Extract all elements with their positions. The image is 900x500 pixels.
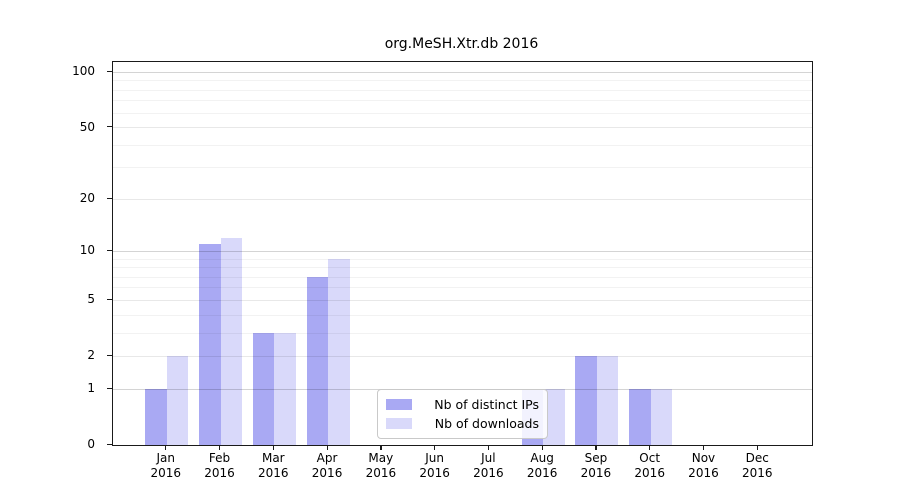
- x-axis-tick: [380, 445, 382, 450]
- y-gridline-minor: [113, 267, 812, 269]
- legend-item-distinct-ips: Nb of distinct IPs: [386, 395, 539, 414]
- x-tick-label-apr: Apr 2016: [311, 451, 343, 480]
- legend-swatch-downloads: [386, 418, 412, 429]
- y-gridline-minor: [113, 89, 812, 91]
- x-axis-tick: [219, 445, 221, 450]
- bar-jan-downloads: [166, 356, 189, 445]
- y-axis-tick: [107, 249, 112, 252]
- y-tick-label: 5: [87, 292, 95, 307]
- x-tick-label-aug: Aug 2016: [526, 451, 558, 480]
- y-axis-tick: [107, 387, 112, 389]
- legend-item-downloads: Nb of downloads: [386, 414, 539, 433]
- bar-oct-distinct-ips: [629, 389, 651, 445]
- bar-apr-downloads: [328, 259, 350, 445]
- y-gridline-minor: [113, 314, 812, 316]
- bar-oct-downloads: [650, 389, 673, 445]
- y-axis-tick: [107, 443, 112, 445]
- bar-apr-distinct-ips: [306, 277, 329, 445]
- y-tick-label: 10: [79, 243, 95, 258]
- y-gridline: [113, 355, 812, 357]
- y-gridline: [113, 127, 812, 129]
- legend-label-downloads: Nb of downloads: [434, 416, 539, 431]
- y-tick-label: 50: [79, 119, 95, 134]
- x-axis-tick: [541, 445, 543, 450]
- x-tick-label-nov: Nov 2016: [688, 451, 719, 480]
- bar-sep-downloads: [596, 356, 619, 445]
- y-tick-label: 1: [87, 381, 95, 396]
- bar-aug-downloads: [543, 389, 565, 445]
- bar-mar-distinct-ips: [252, 333, 275, 445]
- y-tick-label: 20: [79, 191, 95, 206]
- x-axis-tick: [702, 445, 705, 450]
- legend: Nb of distinct IPs Nb of downloads: [377, 389, 548, 439]
- y-gridline-minor: [113, 80, 812, 82]
- bar-feb-distinct-ips: [199, 244, 221, 445]
- chart-title: org.MeSH.Xtr.db 2016: [384, 36, 539, 52]
- x-tick-label-may: May 2016: [365, 451, 397, 480]
- y-gridline-minor: [113, 287, 812, 289]
- legend-label-distinct-ips: Nb of distinct IPs: [434, 397, 539, 412]
- y-tick-label: 0: [87, 437, 95, 451]
- x-axis-tick: [434, 445, 436, 450]
- y-gridline: [113, 198, 812, 200]
- y-gridline-minor: [113, 332, 812, 334]
- x-tick-label-feb: Feb 2016: [204, 451, 235, 480]
- y-tick-label: 2: [87, 348, 95, 363]
- y-axis-tick: [107, 298, 112, 301]
- y-tick-label: 100: [72, 64, 95, 79]
- x-tick-label-sep: Sep 2016: [580, 451, 612, 480]
- bar-feb-downloads: [220, 237, 243, 445]
- y-gridline-minor: [113, 167, 812, 169]
- x-tick-label-jul: Jul 2016: [473, 451, 504, 480]
- x-axis-tick: [649, 445, 651, 450]
- y-gridline-minor: [113, 100, 812, 102]
- x-axis-tick: [487, 445, 490, 450]
- y-axis-tick: [107, 126, 112, 128]
- y-gridline-major: [113, 71, 812, 73]
- x-tick-label-mar: Mar 2016: [258, 451, 289, 480]
- x-axis-tick: [165, 445, 167, 450]
- x-axis-tick: [326, 445, 328, 450]
- y-gridline-major: [113, 250, 812, 252]
- y-gridline-minor: [113, 112, 812, 114]
- legend-swatch-distinct-ips: [386, 399, 412, 410]
- y-gridline-minor: [113, 276, 812, 278]
- bar-mar-downloads: [274, 333, 296, 445]
- x-axis-tick: [756, 445, 758, 450]
- x-axis-tick: [272, 445, 274, 450]
- x-axis-tick: [595, 445, 597, 450]
- x-tick-label-jan: Jan 2016: [150, 451, 182, 480]
- x-tick-label-dec: Dec 2016: [741, 451, 773, 480]
- y-gridline-minor: [113, 258, 812, 260]
- x-tick-label-oct: Oct 2016: [634, 451, 665, 480]
- y-axis-tick: [107, 354, 112, 356]
- y-gridline: [113, 299, 812, 301]
- bar-jan-distinct-ips: [145, 389, 167, 445]
- bar-sep-distinct-ips: [575, 356, 597, 445]
- x-tick-label-jun: Jun 2016: [419, 451, 450, 480]
- y-axis-tick: [107, 70, 112, 73]
- plot-area: [112, 61, 813, 446]
- y-gridline-minor: [113, 144, 812, 146]
- y-axis-tick: [107, 197, 112, 199]
